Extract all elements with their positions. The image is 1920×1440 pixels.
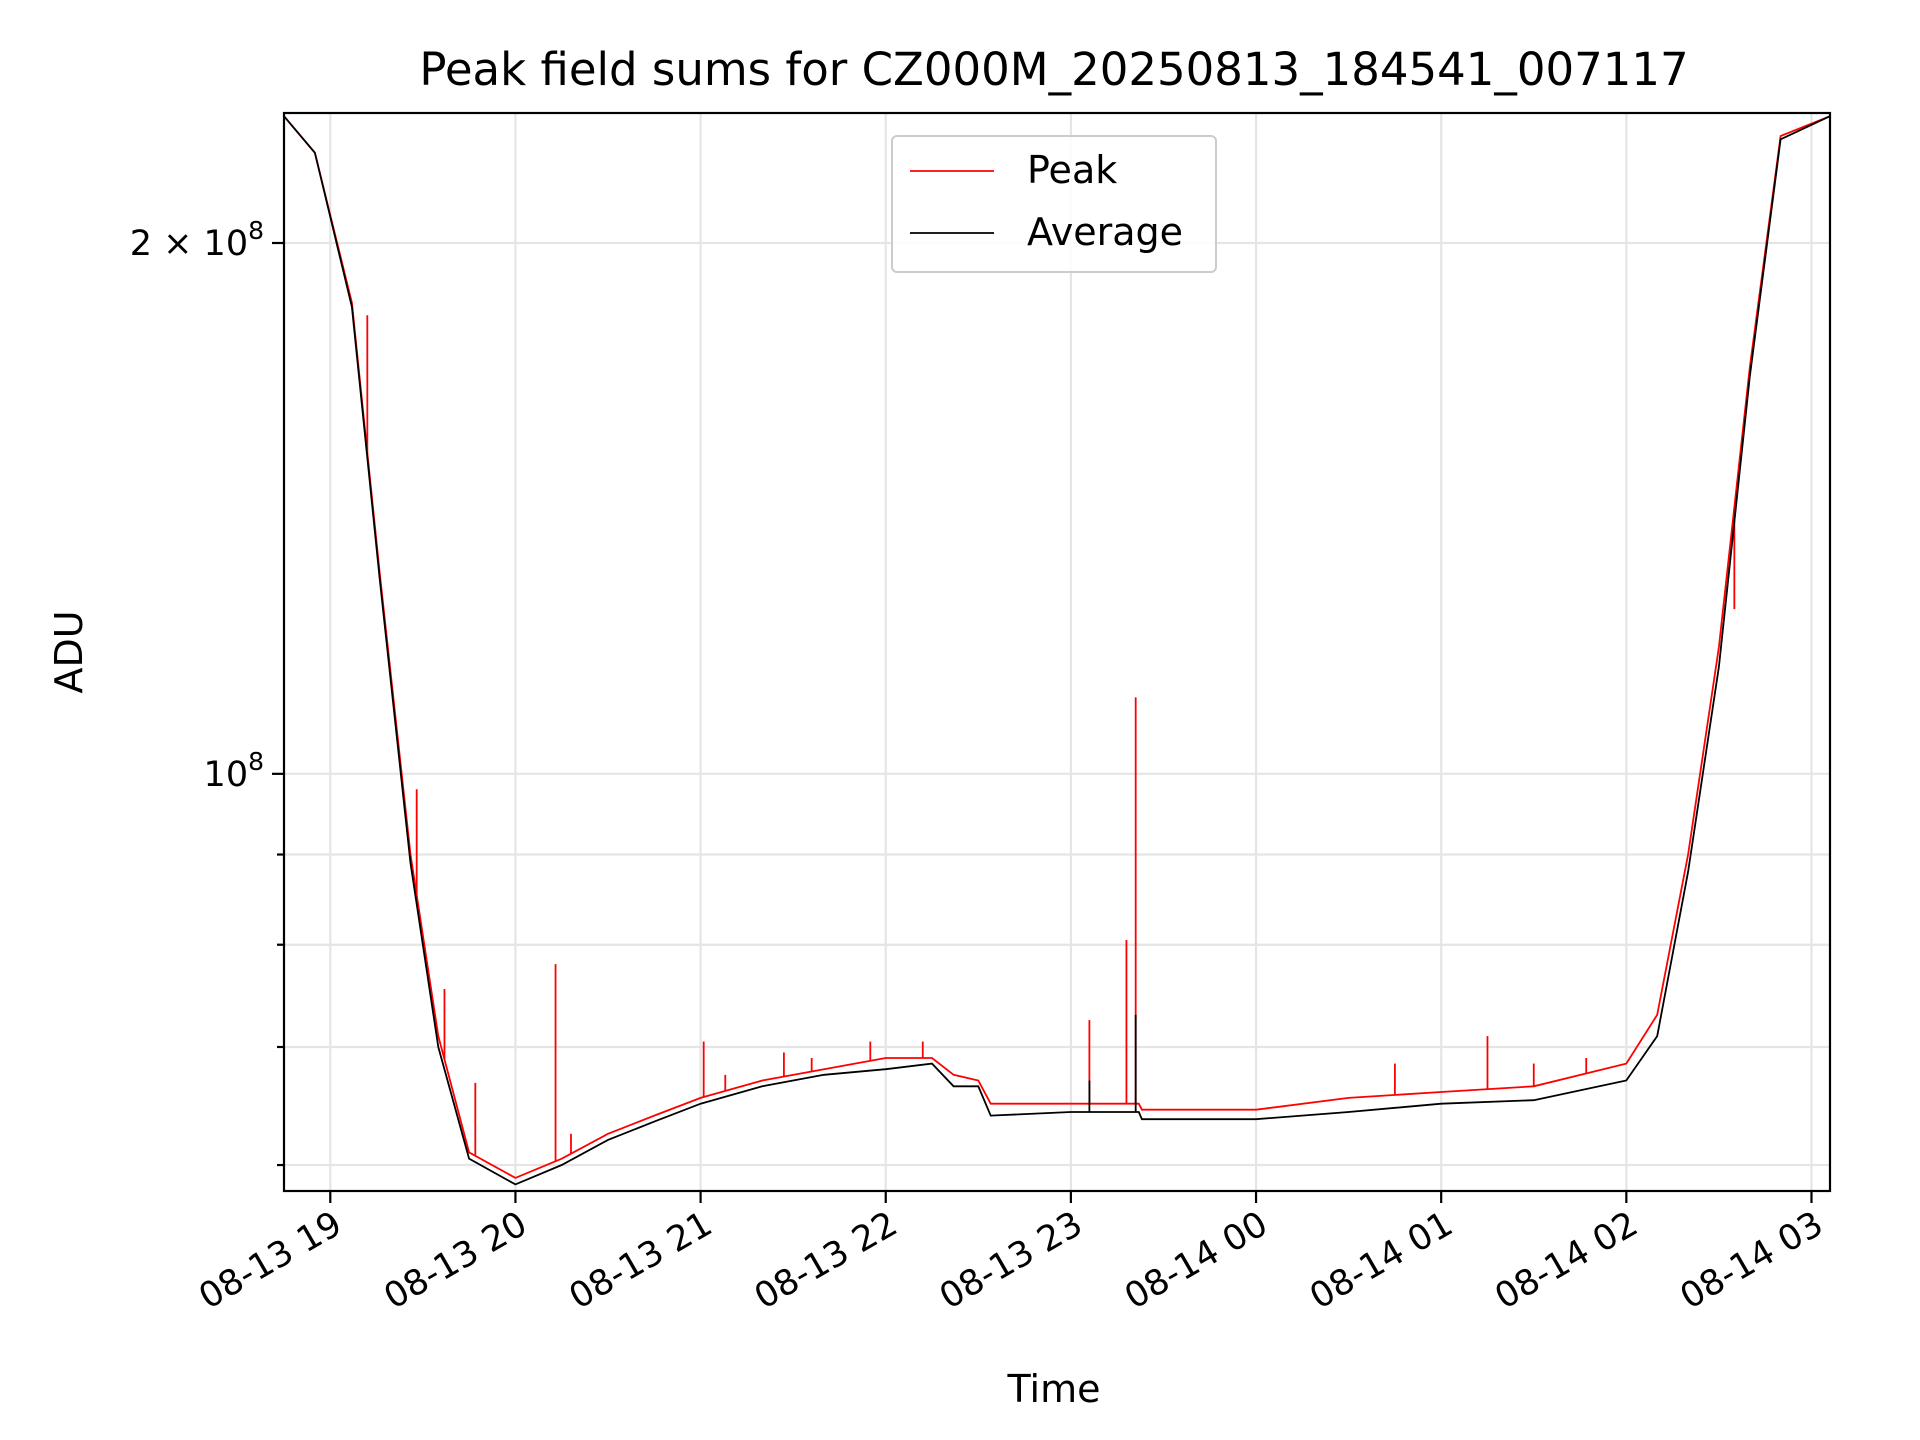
x-axis-label: Time: [1007, 1367, 1101, 1411]
legend: Peak Average: [891, 135, 1217, 273]
legend-box: [891, 135, 1217, 273]
series-line-average: [283, 115, 1831, 1186]
series-line-peak: [283, 115, 1831, 1179]
y-tick-label: 2 × 108: [130, 216, 264, 264]
y-axis-ticks: 108 2 × 108: [130, 216, 284, 1167]
y-tick-label: 108: [204, 747, 264, 795]
legend-label-average: Average: [1027, 210, 1183, 254]
plot-frame: [282, 111, 1832, 1193]
y-axis-label: ADU: [47, 610, 91, 693]
chart-title: Peak field sums for CZ000M_20250813_1845…: [419, 43, 1688, 96]
average-spikes: [1088, 1014, 1137, 1113]
series-layer: [283, 115, 1831, 1186]
legend-label-peak: Peak: [1027, 148, 1117, 192]
